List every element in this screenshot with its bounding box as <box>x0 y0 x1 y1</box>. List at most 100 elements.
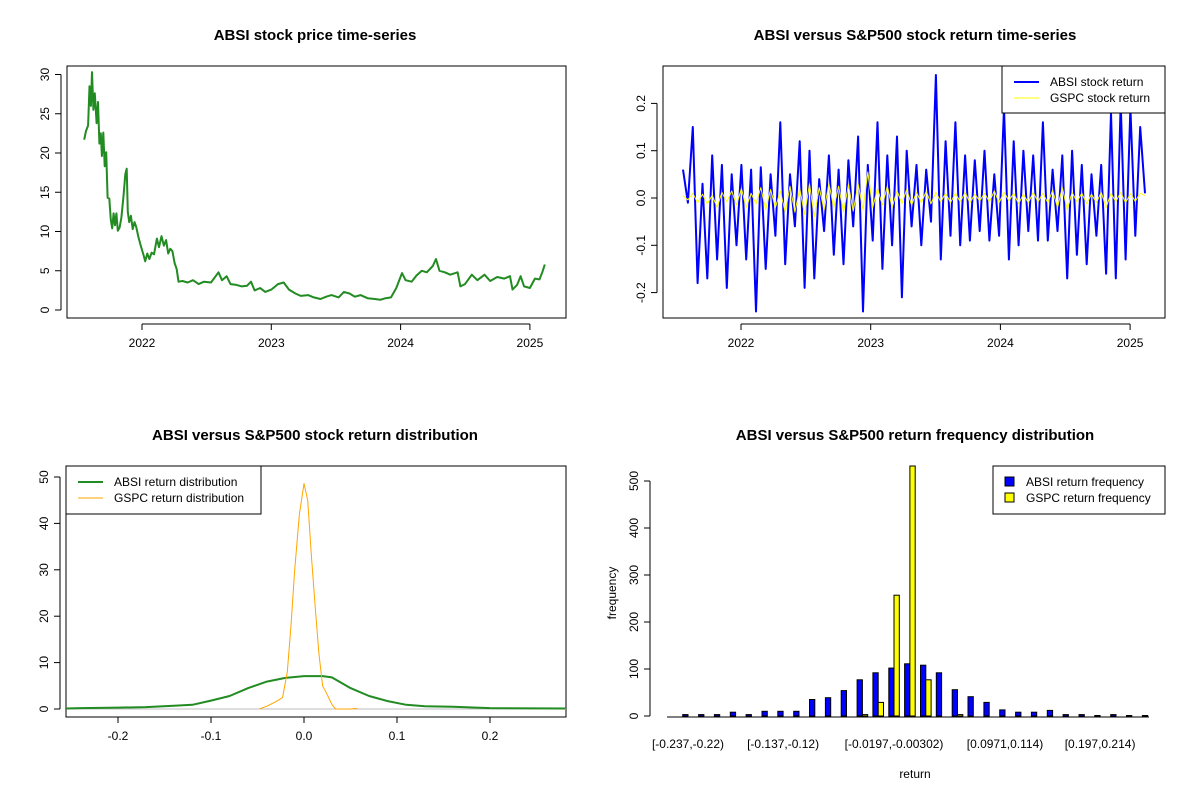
absi-density-line <box>66 675 566 710</box>
panel4-legend-label: ABSI return frequency <box>1026 475 1144 489</box>
panel2-x-tick-label: 2023 <box>857 336 884 350</box>
panel2-legend-box <box>1001 65 1166 114</box>
gspc-frequency-bar <box>909 465 916 717</box>
panel4-title: ABSI versus S&P500 return frequency dist… <box>736 427 1094 444</box>
absi-frequency-bar <box>745 714 752 717</box>
panel4-y-tick-label: 0 <box>627 712 641 719</box>
panel4-xlabel: return <box>899 767 930 781</box>
absi-frequency-bar <box>824 697 832 717</box>
panel3-legend-label: ABSI return distribution <box>114 475 237 489</box>
absi-frequency-bar <box>729 711 737 717</box>
absi-frequency-bar <box>983 701 990 717</box>
panel4-legend-box <box>992 465 1166 515</box>
price-line <box>83 71 546 301</box>
panel4-x-tick-label: [-0.237,-0.22) <box>652 737 724 751</box>
panel3-y-tick-label: 10 <box>37 656 51 670</box>
panel4-legend-swatch <box>1004 492 1015 503</box>
panel4-y-tick-label: 500 <box>627 471 641 491</box>
panel3-y-tick-label: 20 <box>37 609 51 623</box>
absi-frequency-bar <box>1078 714 1085 717</box>
absi-frequency-bar <box>1110 714 1117 717</box>
absi-frequency-bar <box>1015 711 1022 717</box>
absi-frequency-bar <box>999 709 1006 717</box>
panel3-legend-label: GSPC return distribution <box>114 491 244 505</box>
panel1-plot-box <box>66 65 567 319</box>
panel2-y-tick-label: -0.1 <box>634 235 648 256</box>
panel2-plot-box <box>662 65 1166 319</box>
absi-frequency-bar <box>935 672 943 717</box>
panel1-y-tick-label: 5 <box>38 267 52 274</box>
panel4-y-tick-label: 100 <box>627 659 641 679</box>
panel4-y-tick-label: 400 <box>627 518 641 538</box>
gspc-frequency-bar <box>861 714 869 717</box>
gspc-frequency-bar <box>957 714 964 717</box>
panel4-x-tick-label: [-0.137,-0.12) <box>747 737 819 751</box>
panel4-legend-label: GSPC return frequency <box>1026 491 1151 505</box>
panel2-y-tick-label: -0.2 <box>634 282 648 303</box>
gspc-frequency-bar <box>877 701 885 717</box>
panel1-x-tick-label: 2023 <box>258 336 285 350</box>
panel4-x-tick-label: [0.197,0.214) <box>1065 737 1136 751</box>
absi-frequency-bar <box>1046 709 1054 717</box>
panel4-x-tick-label: [0.0971,0.114) <box>967 737 1044 751</box>
absi-frequency-bar <box>1030 711 1038 717</box>
panel3-x-tick-label: -0.2 <box>108 729 129 743</box>
panel3-x-tick-label: 0.1 <box>389 729 406 743</box>
panel3-y-tick-label: 40 <box>37 516 51 530</box>
panel3-y-tick-label: 30 <box>37 563 51 577</box>
absi-frequency-bar <box>793 710 800 717</box>
gspc-density-line <box>259 483 358 710</box>
absi-frequency-bar <box>1141 715 1149 717</box>
panel1-x-tick-label: 2025 <box>517 336 544 350</box>
panel4-y-tick-label: 200 <box>627 612 641 632</box>
absi-frequency-bar <box>856 679 863 717</box>
absi-frequency-bar <box>888 667 895 717</box>
panel3-x-tick-label: -0.1 <box>201 729 222 743</box>
absi-frequency-bar <box>920 664 927 717</box>
panel3-y-tick-label: 50 <box>37 470 51 484</box>
panel4-y-tick-label: 300 <box>627 565 641 585</box>
panel1-title: ABSI stock price time-series <box>214 27 417 44</box>
absi-frequency-bar <box>967 696 974 717</box>
panel1-y-tick-label: 0 <box>38 306 52 313</box>
absi-frequency-bar <box>840 690 848 717</box>
panel3-legend-box <box>65 465 262 515</box>
panel2-title: ABSI versus S&P500 stock return time-ser… <box>754 27 1077 44</box>
panel2-x-tick-label: 2022 <box>728 336 755 350</box>
panel2-y-tick-label: 0.2 <box>634 95 648 112</box>
absi-frequency-bar <box>761 710 768 717</box>
absi-frequency-bar <box>904 663 911 717</box>
panel1-x-tick-label: 2024 <box>387 336 414 350</box>
panel2-legend-label: GSPC stock return <box>1050 91 1150 105</box>
absi-frequency-bar <box>1094 715 1101 717</box>
gspc-frequency-bar <box>925 679 932 717</box>
panel1-y-tick-label: 20 <box>38 146 52 160</box>
panel3-x-tick-label: 0.0 <box>296 729 313 743</box>
panel4-legend-swatch <box>1004 476 1015 487</box>
absi-frequency-bar <box>1126 715 1133 717</box>
panel3-title: ABSI versus S&P500 stock return distribu… <box>152 427 478 444</box>
panel1-y-tick-label: 10 <box>38 225 52 239</box>
absi-frequency-bar <box>872 672 879 717</box>
panel2-y-tick-label: 0.1 <box>634 142 648 159</box>
panel1-y-tick-label: 30 <box>38 68 52 82</box>
absi-frequency-bar <box>1062 714 1069 717</box>
panel1-y-tick-label: 25 <box>38 107 52 121</box>
absi-frequency-bar <box>777 710 784 717</box>
panel2-y-tick-label: 0.0 <box>634 189 648 206</box>
panel4-x-tick-label: [-0.0197,-0.00302) <box>845 737 944 751</box>
panel4-ylabel: frequency <box>605 567 619 620</box>
panel3-y-tick-label: 0 <box>37 705 51 712</box>
gspc-frequency-bar <box>893 594 900 717</box>
panel3-x-tick-label: 0.2 <box>482 729 499 743</box>
absi-frequency-bar <box>809 699 816 717</box>
absi-frequency-bar <box>713 714 721 717</box>
panel2-legend-label: ABSI stock return <box>1050 75 1143 89</box>
absi-frequency-bar <box>698 714 705 717</box>
panel1-x-tick-label: 2022 <box>129 336 156 350</box>
absi-frequency-bar <box>951 689 959 717</box>
panel2-x-tick-label: 2024 <box>987 336 1014 350</box>
panel1-y-tick-label: 15 <box>38 185 52 199</box>
panel2-x-tick-label: 2025 <box>1117 336 1144 350</box>
